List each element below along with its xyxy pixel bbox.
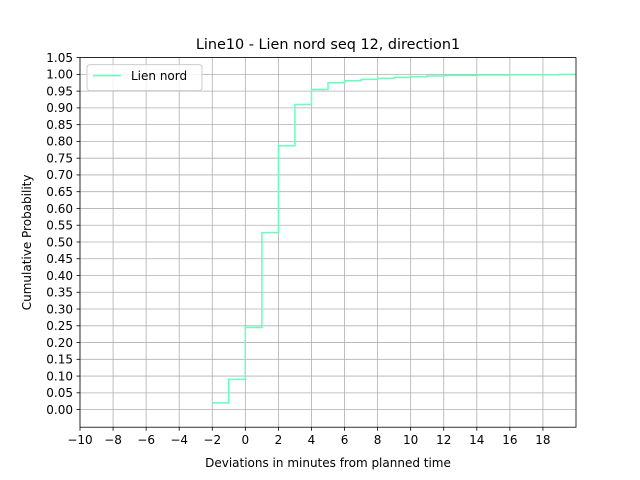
- legend-label: Lien nord: [131, 69, 187, 83]
- legend: Lien nord: [86, 64, 203, 92]
- y-tick-label: 1.00: [46, 68, 73, 82]
- x-tick-label: 10: [403, 433, 418, 447]
- x-tick-label: −2: [203, 433, 221, 447]
- x-tick-label: 0: [242, 433, 250, 447]
- y-tick-label: 0.60: [46, 202, 73, 216]
- x-tick-label: −4: [170, 433, 188, 447]
- y-tick-label: 0.25: [46, 319, 73, 333]
- y-tick-label: 0.40: [46, 269, 73, 283]
- x-tick-label: 6: [341, 433, 349, 447]
- x-tick-label: 16: [502, 433, 517, 447]
- x-tick-label: 8: [374, 433, 382, 447]
- y-tick-label: 0.20: [46, 336, 73, 350]
- y-tick-label: 0.75: [46, 151, 73, 165]
- y-tick-label: 0.45: [46, 252, 73, 266]
- x-tick-label: −10: [67, 433, 92, 447]
- y-tick-label: 0.95: [46, 84, 73, 98]
- x-tick-label: −6: [137, 433, 155, 447]
- y-tick-label: 0.85: [46, 118, 73, 132]
- y-axis-label: Cumulative Probability: [20, 175, 34, 311]
- y-tick-label: 0.65: [46, 185, 73, 199]
- y-tick-label: 0.55: [46, 219, 73, 233]
- x-tick-label: 12: [436, 433, 451, 447]
- legend-box: [86, 64, 203, 92]
- y-tick-label: 0.80: [46, 135, 73, 149]
- y-tick-label: 0.90: [46, 101, 73, 115]
- x-tick-label: 18: [535, 433, 550, 447]
- y-tick-label: 0.05: [46, 386, 73, 400]
- y-tick-label: 0.70: [46, 168, 73, 182]
- y-tick-label: 1.05: [46, 51, 73, 65]
- series-line-lien-nord: [212, 73, 576, 404]
- y-tick-label: 0.30: [46, 302, 73, 316]
- y-tick-label: 0.10: [46, 369, 73, 383]
- axes-frame: [79, 57, 577, 428]
- y-axis-ticks: 0.00 0.05 0.10 0.15 0.20 0.25 0.30 0.35 0.40 0.45…: [46, 51, 80, 417]
- x-tick-label: 4: [308, 433, 316, 447]
- y-tick-label: 0.50: [46, 235, 73, 249]
- x-tick-label: 14: [469, 433, 484, 447]
- y-tick-label: 0.15: [46, 353, 73, 367]
- x-axis-ticks: −10 −8 −6 −4 −2 0 2 4 6 8 10 12 14 16 18: [67, 427, 551, 447]
- y-tick-label: 0.00: [46, 403, 73, 417]
- y-tick-label: 0.35: [46, 286, 73, 300]
- x-axis-label: Deviations in minutes from planned time: [205, 456, 451, 470]
- x-tick-label: −8: [104, 433, 122, 447]
- x-tick-label: 2: [275, 433, 283, 447]
- chart-title: Line10 - Lien nord seq 12, direction1: [196, 37, 460, 53]
- series-layer: [212, 73, 576, 404]
